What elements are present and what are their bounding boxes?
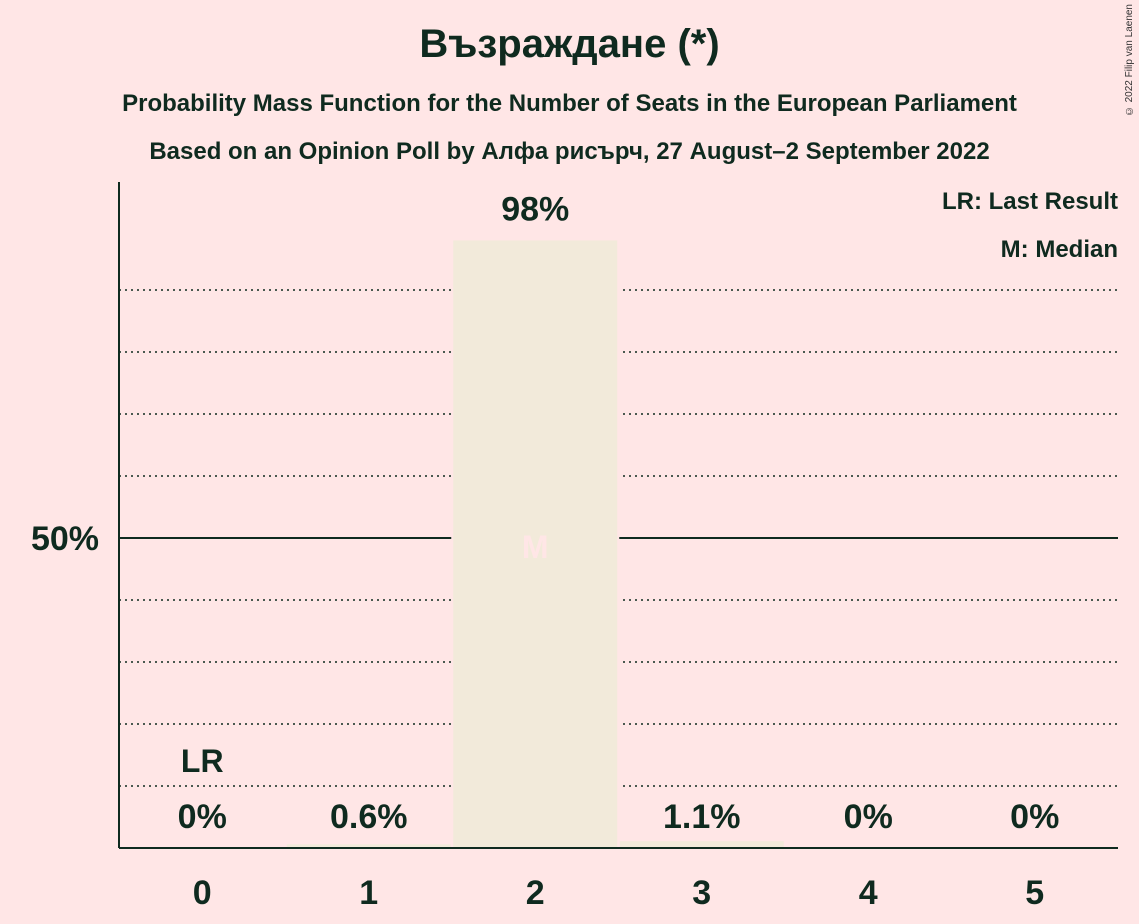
value-label-5: 0%: [1010, 798, 1059, 836]
value-labels: 0% 0 0.6% 1 98% 2 1.1% 3 0% 4 0% 5 M LR: [178, 190, 1060, 912]
chart-title: Възраждане (*): [419, 22, 720, 66]
median-marker: M: [522, 529, 549, 565]
value-label-4: 0%: [844, 798, 893, 836]
chart-source-line: Based on an Opinion Poll by Алфа рисърч,…: [149, 138, 990, 165]
x-tick-label-2: 2: [526, 874, 545, 912]
bars: [284, 240, 786, 848]
last-result-marker: LR: [181, 743, 224, 779]
x-tick-label-3: 3: [692, 874, 711, 912]
x-tick-label-0: 0: [193, 874, 212, 912]
value-label-1: 0.6%: [330, 798, 408, 836]
y-tick-label: 50%: [31, 520, 99, 558]
chart-subtitle: Probability Mass Function for the Number…: [122, 90, 1017, 117]
x-tick-label-1: 1: [359, 874, 378, 912]
x-tick-label-5: 5: [1025, 874, 1044, 912]
value-label-0: 0%: [178, 798, 227, 836]
bar-2: [453, 240, 618, 848]
value-label-2: 98%: [501, 190, 569, 228]
x-tick-label-4: 4: [859, 874, 878, 912]
value-label-3: 1.1%: [663, 798, 741, 836]
bar-3: [619, 841, 784, 848]
bar-1: [286, 844, 451, 848]
legend-median: M: Median: [1001, 236, 1118, 263]
legend-last-result: LR: Last Result: [942, 188, 1118, 215]
